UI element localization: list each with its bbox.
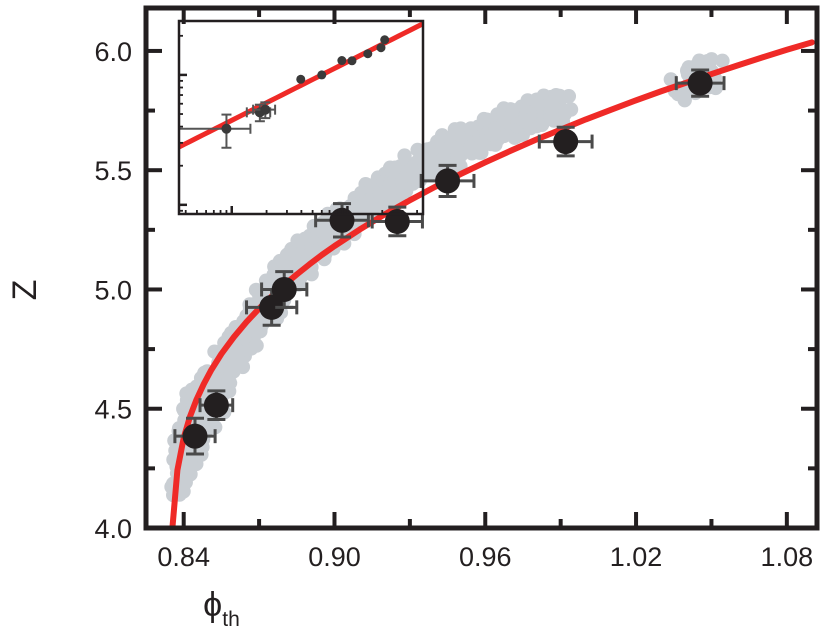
scatter-point <box>387 160 403 175</box>
scatter-point <box>176 484 191 499</box>
inset1-datapoint <box>317 70 327 80</box>
inset1-data-layer <box>179 21 423 150</box>
binned-datapoint <box>674 68 726 98</box>
y-tick-label: 4.5 <box>94 395 132 425</box>
inset-top-left-group <box>177 19 425 216</box>
inset1-ticks <box>179 34 418 214</box>
inset1-datapoint <box>380 35 390 45</box>
inset1-marker <box>260 104 271 115</box>
main-data-layer <box>164 39 815 528</box>
inset1-marker <box>317 70 327 80</box>
y-tick-label: 4.0 <box>94 514 132 544</box>
inset1-datapoint <box>363 49 373 59</box>
x-tick-label: 0.84 <box>157 542 210 572</box>
scatter-point <box>663 72 679 87</box>
inset1-datapoint <box>179 113 252 149</box>
inset1-marker <box>347 56 357 66</box>
scatter-point <box>548 88 564 103</box>
main-plot-group: 0.84 0.90 0.96 1.02 1.08 4.0 4.5 5.0 5.5 6.0 ϕth Z <box>6 5 820 631</box>
scatter-point <box>317 235 332 250</box>
scatter-point <box>463 140 478 155</box>
scatter-cloud <box>164 52 730 503</box>
y-tick-label: 6.0 <box>94 37 132 67</box>
binned-marker <box>553 129 579 155</box>
binned-marker <box>259 294 285 320</box>
inset1-datapoint <box>296 74 306 84</box>
binned-datapoint <box>419 163 476 198</box>
x-tick-label: 1.08 <box>761 542 814 572</box>
binned-datapoint <box>260 270 309 309</box>
inset1-datapoint <box>347 56 357 66</box>
x-tick-label: 0.96 <box>459 542 512 572</box>
inset1-marker <box>221 123 232 134</box>
binned-marker <box>203 392 229 418</box>
binned-datapoint <box>537 125 594 158</box>
scatter-point <box>558 103 573 118</box>
main-ticks <box>146 8 817 530</box>
binned-datapoint <box>173 416 217 456</box>
main-axes-frame <box>143 5 820 531</box>
inset1-datapoint <box>337 56 347 66</box>
inset1-marker <box>380 35 390 45</box>
scatter-point <box>453 121 468 136</box>
binned-marker <box>182 423 208 449</box>
scatter-point <box>543 111 558 126</box>
scatter-point <box>448 141 464 157</box>
binned-marker <box>271 276 297 302</box>
scatter-point <box>677 92 692 108</box>
x-tick-label: 0.90 <box>308 542 361 572</box>
y-tick-label: 5.5 <box>94 156 132 186</box>
binned-marker <box>435 168 461 194</box>
x-axis-label-sub: th <box>222 608 240 631</box>
inset1-marker <box>363 49 373 59</box>
binned-datapoint <box>198 389 235 421</box>
scatter-point <box>435 152 450 168</box>
x-tick-label: 1.02 <box>610 542 663 572</box>
inset1-marker <box>337 56 347 66</box>
scatter-point <box>715 53 730 69</box>
scatter-point <box>561 89 577 104</box>
y-tick-label: 5.0 <box>94 275 132 305</box>
x-axis-label: ϕth <box>203 586 240 631</box>
scatter-point <box>437 141 452 157</box>
inset1-datapoint <box>252 101 277 120</box>
scatter-point <box>397 148 412 163</box>
scatter-point <box>517 113 533 128</box>
binned-marker <box>384 208 410 234</box>
x-axis-label-base: ϕ <box>203 586 222 624</box>
inset1-marker <box>376 43 386 53</box>
binned-marker <box>687 70 713 96</box>
inset1-datapoint <box>376 43 386 53</box>
y-axis-label: Z <box>6 280 44 301</box>
inset1-marker <box>296 74 306 84</box>
